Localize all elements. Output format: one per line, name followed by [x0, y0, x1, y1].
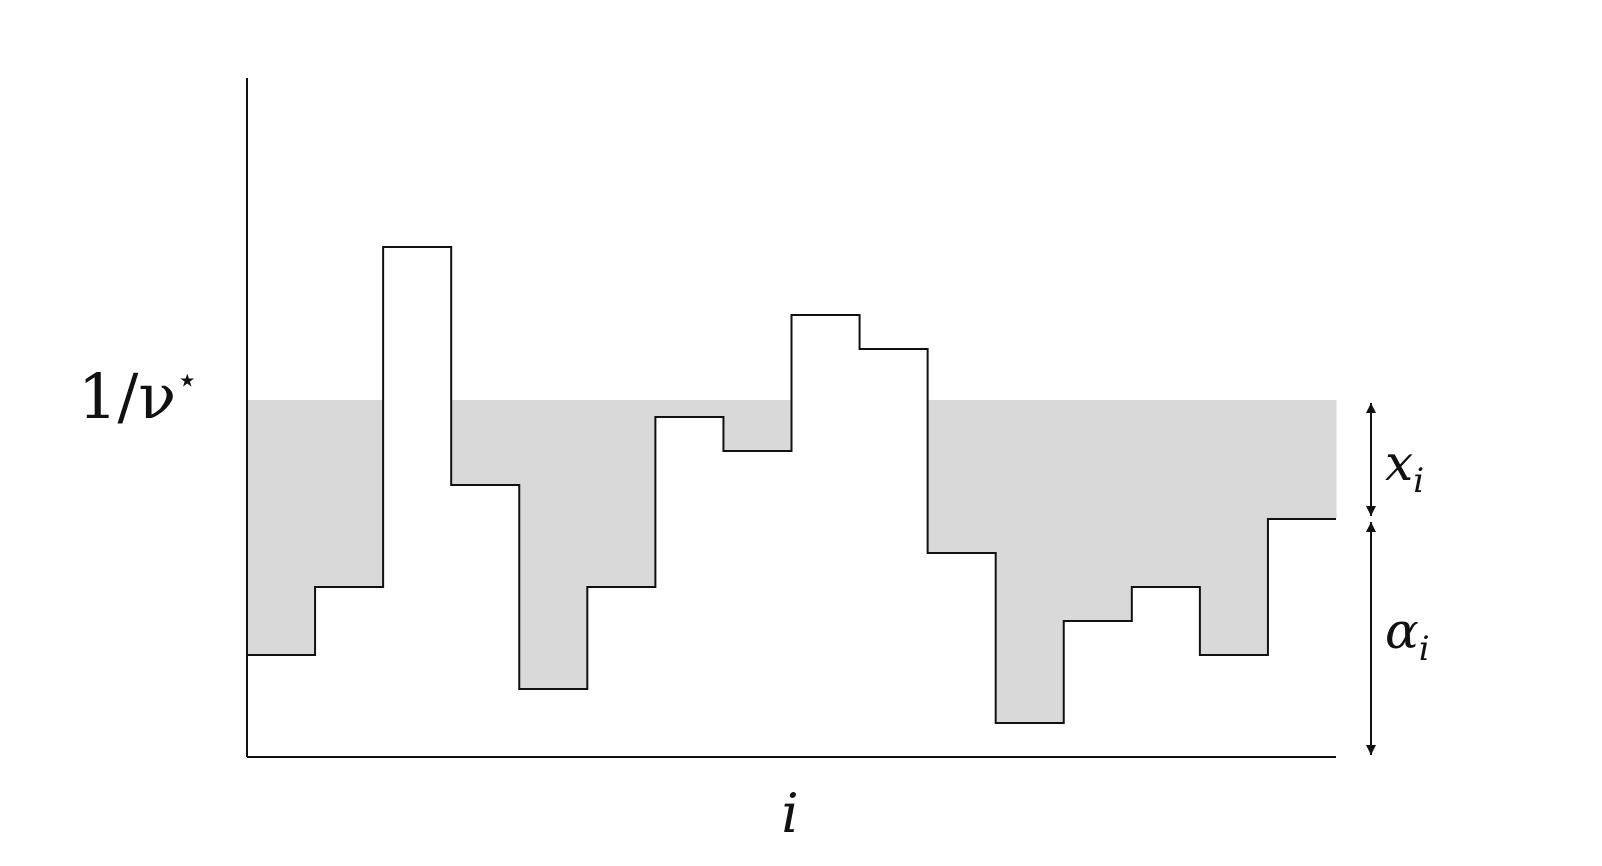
- water-fill-8: [723, 400, 793, 451]
- alpha-i-subscript: i: [1419, 629, 1430, 669]
- water-fill-5: [519, 400, 588, 689]
- water-fill-6: [587, 400, 656, 587]
- water-level-star: ⋆: [176, 360, 199, 401]
- water-fill-7: [655, 400, 725, 417]
- water-fill-4: [451, 400, 520, 485]
- water-fill-1: [247, 400, 316, 655]
- alpha-i-label: αi: [1385, 602, 1430, 669]
- alpha-step-outline: [247, 246, 1336, 724]
- x-i-label: xi: [1385, 434, 1424, 501]
- water-fill-2: [315, 400, 384, 587]
- water-level-label: 1/ν⋆: [78, 360, 199, 433]
- water-fill-15: [1199, 400, 1269, 655]
- water-fill-16: [1267, 400, 1337, 519]
- water-level-base: 1/ν: [78, 360, 176, 433]
- water-fill-regions: [247, 400, 1337, 723]
- water-fill-12: [995, 400, 1065, 723]
- alpha-i-var: α: [1385, 602, 1419, 660]
- x-i-subscript: i: [1413, 461, 1424, 501]
- water-fill-13: [1063, 400, 1133, 621]
- x-axis-label: i: [781, 782, 798, 845]
- water-fill-11: [927, 400, 997, 553]
- alpha-step-line: [247, 246, 1336, 724]
- x-i-var: x: [1385, 434, 1413, 492]
- water-fill-14: [1131, 400, 1201, 587]
